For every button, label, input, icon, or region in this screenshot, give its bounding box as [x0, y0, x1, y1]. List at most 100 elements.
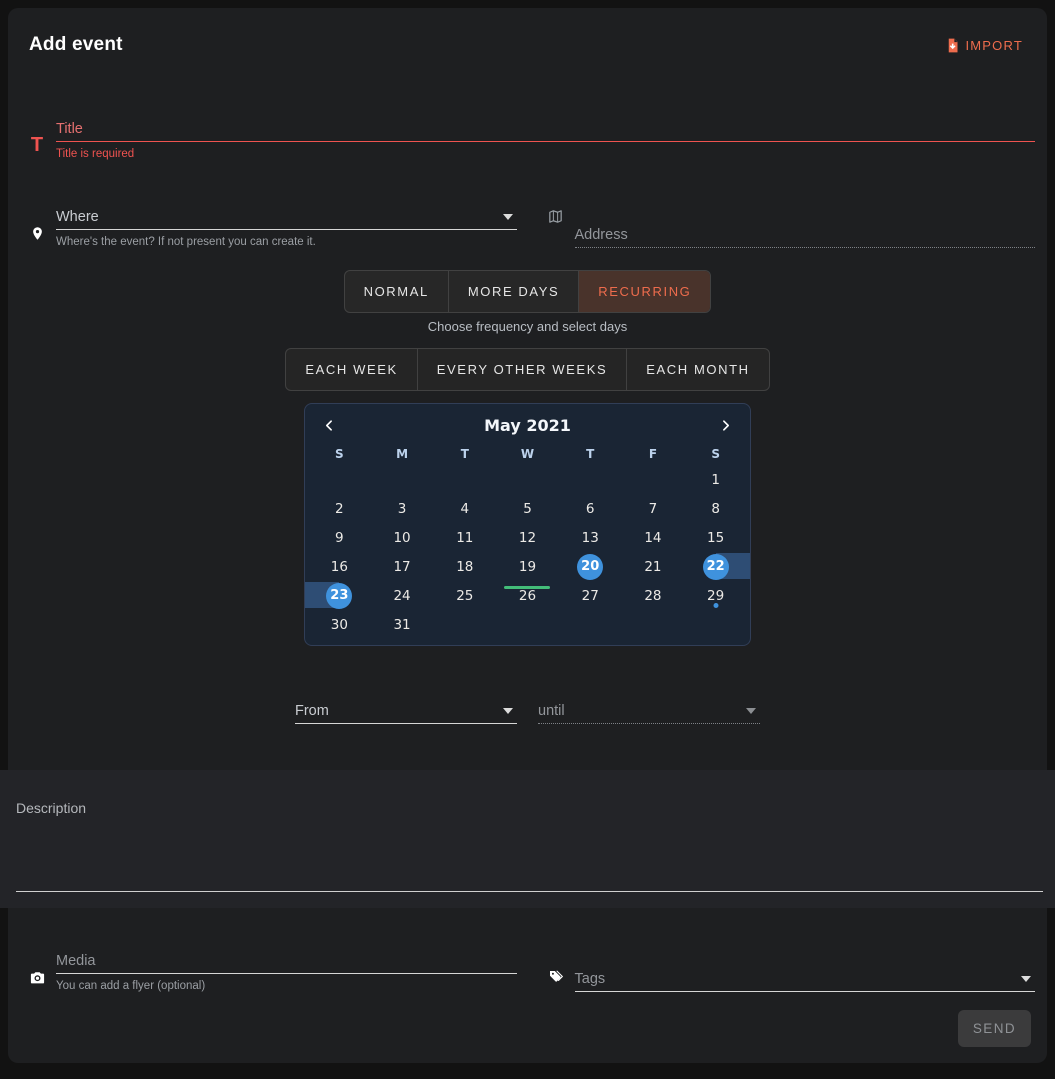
calendar-prev-button[interactable] — [321, 416, 338, 435]
day-number: 16 — [330, 558, 348, 575]
calendar-day-9[interactable]: 9 — [308, 523, 371, 552]
calendar-day-23[interactable]: 23 — [305, 581, 371, 610]
day-number: 4 — [460, 500, 470, 517]
frequency-option-each-week[interactable]: EACH WEEK — [286, 349, 418, 390]
calendar-header: May 2021 — [305, 404, 750, 437]
weekday-label: W — [520, 447, 535, 461]
camera-icon — [24, 965, 50, 989]
add-event-dialog: Add event IMPORT T Title Title is requir… — [0, 8, 1055, 1063]
frequency-option-every-other-weeks[interactable]: EVERY OTHER WEEKS — [418, 349, 628, 390]
calendar-day-15[interactable]: 15 — [684, 523, 747, 552]
description-placeholder: Description — [16, 800, 87, 816]
where-placeholder: Where — [56, 208, 99, 225]
title-error-text: Title is required — [56, 148, 135, 160]
day-number: 28 — [644, 587, 662, 604]
weekday-label: T — [586, 447, 595, 461]
calendar-day-12[interactable]: 12 — [496, 523, 559, 552]
calendar-day-empty — [684, 610, 747, 639]
title-placeholder: Title — [56, 120, 83, 137]
tab-more-days[interactable]: MORE DAYS — [449, 271, 580, 312]
day-number: 30 — [330, 616, 348, 633]
weekday-label: M — [396, 447, 409, 461]
calendar-day-18[interactable]: 18 — [433, 552, 496, 581]
time-row: From until — [8, 698, 1047, 724]
map-icon — [543, 204, 569, 228]
calendar-day-11[interactable]: 11 — [433, 523, 496, 552]
calendar-day-2[interactable]: 2 — [308, 494, 371, 523]
calendar-day-7[interactable]: 7 — [622, 494, 685, 523]
from-select[interactable]: From — [295, 698, 517, 724]
day-number: 2 — [335, 500, 344, 517]
calendar-day-27[interactable]: 27 — [559, 581, 622, 610]
calendar-day-4[interactable]: 4 — [433, 494, 496, 523]
day-number: 20 — [577, 553, 604, 580]
day-number: 5 — [523, 500, 532, 517]
tags-select[interactable]: Tags — [574, 966, 1035, 992]
day-number: 8 — [711, 500, 720, 517]
calendar-day-30[interactable]: 30 — [308, 610, 371, 639]
calendar-day-29[interactable]: 29 — [684, 581, 747, 610]
calendar-day-26[interactable]: 26 — [496, 581, 559, 610]
day-number: 22 — [702, 553, 729, 580]
frequency-option-each-month[interactable]: EACH MONTH — [627, 349, 768, 390]
calendar-day-13[interactable]: 13 — [559, 523, 622, 552]
calendar-day-8[interactable]: 8 — [684, 494, 747, 523]
calendar-day-24[interactable]: 24 — [371, 581, 434, 610]
tab-recurring[interactable]: RECURRING — [579, 271, 711, 312]
calendar-day-21[interactable]: 21 — [622, 552, 685, 581]
until-select[interactable]: until — [538, 698, 760, 724]
day-number: 29 — [707, 587, 725, 604]
until-placeholder: until — [538, 702, 565, 719]
media-placeholder: Media — [56, 952, 96, 969]
calendar-day-14[interactable]: 14 — [622, 523, 685, 552]
day-number: 7 — [648, 500, 658, 517]
page-title: Add event — [29, 34, 123, 55]
calendar-day-empty — [496, 610, 559, 639]
calendar-day-3[interactable]: 3 — [371, 494, 434, 523]
import-button[interactable]: IMPORT — [945, 38, 1023, 53]
day-number: 18 — [456, 558, 474, 575]
day-number: 23 — [326, 582, 353, 609]
day-number: 17 — [393, 558, 411, 575]
calendar-day-10[interactable]: 10 — [371, 523, 434, 552]
calendar-day-empty — [622, 610, 685, 639]
media-input[interactable]: Media — [56, 948, 517, 974]
where-select[interactable]: Where — [56, 204, 517, 230]
day-number: 6 — [585, 500, 595, 517]
send-button[interactable]: SEND — [957, 1010, 1031, 1047]
chevron-down-icon — [502, 213, 513, 220]
calendar-day-16[interactable]: 16 — [308, 552, 371, 581]
description-textarea[interactable]: Description — [16, 786, 1043, 892]
tags-placeholder: Tags — [574, 970, 606, 987]
title-input[interactable]: Title — [56, 116, 1035, 142]
calendar-day-28[interactable]: 28 — [622, 581, 685, 610]
tags-icon — [543, 965, 569, 989]
day-number: 3 — [397, 500, 407, 517]
day-number: 10 — [393, 529, 411, 546]
import-label: IMPORT — [965, 37, 1023, 53]
frequency-caption: Choose frequency and select days — [427, 319, 628, 334]
calendar-day-22[interactable]: 22 — [684, 552, 750, 581]
calendar-month-title: May 2021 — [484, 416, 571, 435]
tab-normal[interactable]: NORMAL — [345, 271, 449, 312]
address-input[interactable]: Address — [574, 222, 1035, 248]
day-number: 14 — [644, 529, 662, 546]
day-number: 9 — [335, 529, 344, 546]
where-field: Where Where's the event? If not present … — [24, 204, 517, 248]
calendar-day-5[interactable]: 5 — [496, 494, 559, 523]
calendar-day-empty — [308, 465, 371, 494]
calendar-day-6[interactable]: 6 — [559, 494, 622, 523]
day-number: 1 — [711, 471, 720, 488]
calendar-day-19[interactable]: 19 — [496, 552, 559, 581]
frequency-options: EACH WEEK EVERY OTHER WEEKS EACH MONTH — [285, 348, 770, 391]
from-placeholder: From — [295, 702, 329, 719]
calendar-day-25[interactable]: 25 — [433, 581, 496, 610]
chevron-down-icon — [1021, 975, 1031, 982]
calendar-day-20[interactable]: 20 — [559, 552, 622, 581]
calendar-day-17[interactable]: 17 — [371, 552, 434, 581]
calendar-next-button[interactable] — [717, 416, 734, 435]
calendar-day-31[interactable]: 31 — [371, 610, 434, 639]
calendar-day-1[interactable]: 1 — [684, 465, 747, 494]
